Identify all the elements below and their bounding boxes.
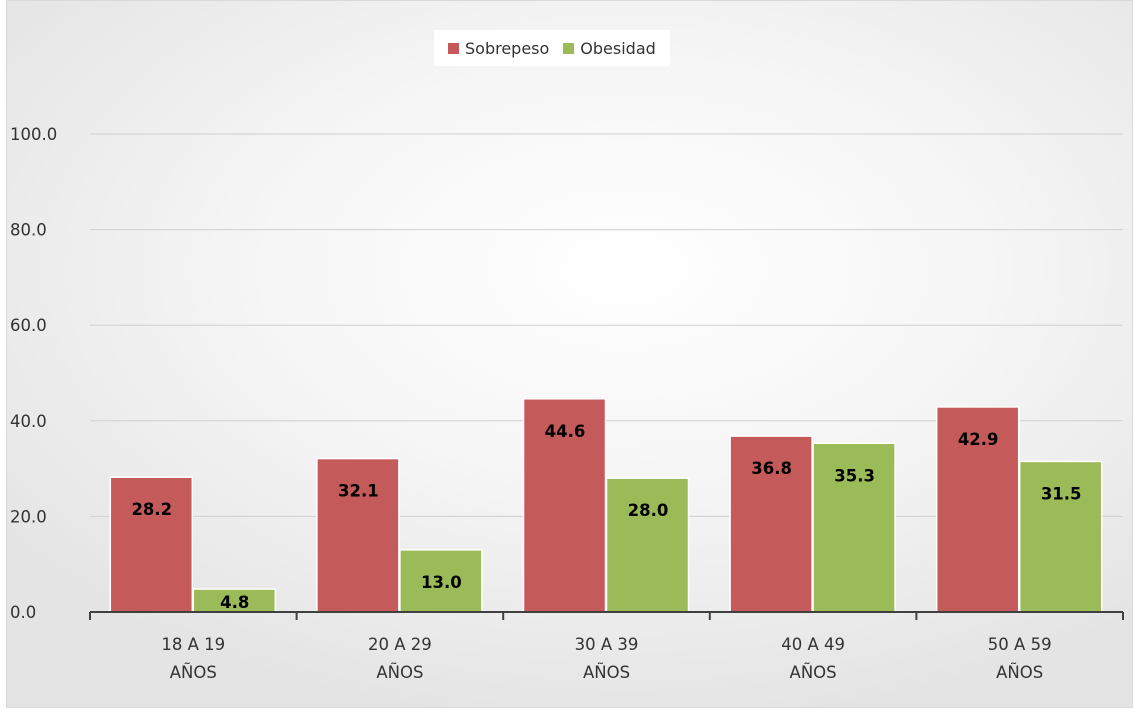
x-tick-label: 40 A 49 AÑOS (781, 635, 845, 682)
data-label: 28.2 (131, 500, 172, 519)
legend-label-sobrepeso: Sobrepeso (465, 38, 550, 58)
legend-swatch-obesidad (563, 42, 575, 54)
legend-item-sobrepeso: Sobrepeso (448, 39, 549, 58)
y-tick-label: 60.0 (10, 316, 47, 335)
legend-swatch-sobrepeso (448, 42, 459, 54)
data-label: 36.8 (751, 459, 792, 478)
x-tick-label: 30 A 39 AÑOS (575, 635, 639, 682)
data-label: 32.1 (338, 482, 379, 501)
bar-sobrepeso-0 (109, 476, 194, 613)
legend-label-obesidad: Obesidad (580, 38, 656, 58)
bar-sobrepeso-1 (316, 457, 400, 613)
y-tick-label: 20.0 (10, 507, 47, 526)
bar-sobrepeso-2 (522, 398, 607, 613)
bar-obesidad-2 (605, 477, 690, 613)
bar-obesidad-4 (1018, 460, 1103, 613)
bar-obesidad-1 (399, 549, 483, 613)
legend: Sobrepeso Obesidad (434, 30, 670, 66)
x-tick-label: 50 A 59 AÑOS (988, 635, 1052, 682)
data-label: 31.5 (1041, 484, 1082, 503)
data-label: 28.0 (628, 501, 669, 520)
y-tick-label: 100.0 (10, 125, 57, 144)
legend-item-obesidad: Obesidad (563, 39, 656, 58)
y-tick-label: 40.0 (10, 412, 47, 431)
x-tick-label: 20 A 29 AÑOS (368, 635, 432, 682)
bar-sobrepeso-4 (935, 406, 1020, 613)
data-label: 35.3 (834, 466, 875, 485)
data-label: 44.6 (545, 422, 586, 441)
data-label: 42.9 (958, 430, 999, 449)
data-label: 13.0 (421, 573, 462, 592)
data-label: 4.8 (220, 593, 249, 612)
x-tick-label: 18 A 19 AÑOS (161, 635, 225, 682)
y-tick-label: 0.0 (10, 603, 36, 622)
y-tick-label: 80.0 (10, 221, 47, 240)
